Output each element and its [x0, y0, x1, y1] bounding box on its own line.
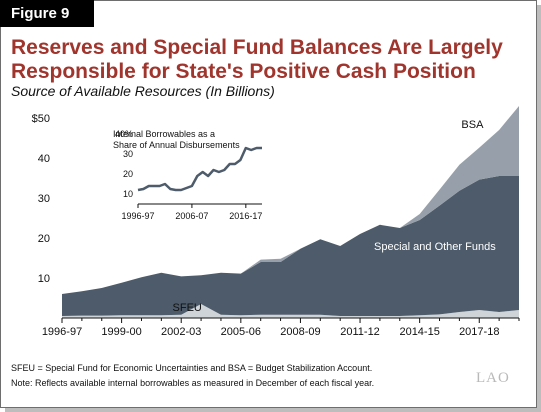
inset-y-tick-label: 10	[123, 189, 133, 199]
y-tick-label: 40	[38, 153, 50, 165]
y-tick-label: 20	[38, 233, 50, 245]
footnote-source: Note: Reflects available internal borrow…	[11, 378, 375, 388]
frame-shadow-right	[537, 5, 541, 412]
label-sfeu: SFEU	[173, 302, 202, 314]
label-bsa: BSA	[461, 119, 484, 131]
inset-x-tick-label: 1996-97	[121, 211, 154, 221]
x-tick-label: 2002-03	[161, 326, 201, 338]
chart-title: Reserves and Special Fund Balances Are L…	[11, 36, 503, 83]
x-tick-label: 2005-06	[221, 326, 261, 338]
special-funds-area	[62, 176, 519, 316]
inset-x-tick-label: 2016-17	[229, 211, 262, 221]
frame-shadow-bottom	[5, 408, 541, 412]
y-tick-label: 10	[38, 273, 50, 285]
inset-line-series	[137, 146, 262, 192]
sfeu-area	[62, 304, 519, 318]
y-tick-label: $50	[32, 113, 50, 125]
chart-subtitle: Source of Available Resources (In Billio…	[11, 83, 275, 99]
x-tick-label: 2008-09	[280, 326, 320, 338]
footnote-acronyms: SFEU = Special Fund for Economic Uncerta…	[11, 363, 373, 373]
x-tick-label: 1999-00	[101, 326, 141, 338]
inset-y-tick-label: 40%	[115, 129, 133, 139]
inset-y-tick-label: 30	[123, 149, 133, 159]
label-special-and-other-funds: Special and Other Funds	[374, 241, 496, 253]
inset-title: Internal Borrowables as a Share of Annual…	[113, 129, 240, 150]
inset-x-tick-label: 2006-07	[175, 211, 208, 221]
x-tick-label: 2014-15	[399, 326, 439, 338]
x-tick-label: 1996-97	[42, 326, 82, 338]
y-tick-label: 30	[38, 193, 50, 205]
figure-label: Figure 9	[0, 0, 94, 27]
x-tick-label: 2017-18	[459, 326, 499, 338]
chart-area: Special and Other FundsBSASFEU$504030201…	[32, 106, 520, 338]
x-tick-label: 2011-12	[340, 326, 380, 338]
lao-logo: LAO	[476, 370, 510, 386]
inset-y-tick-label: 20	[123, 169, 133, 179]
inset-background	[96, 120, 279, 225]
